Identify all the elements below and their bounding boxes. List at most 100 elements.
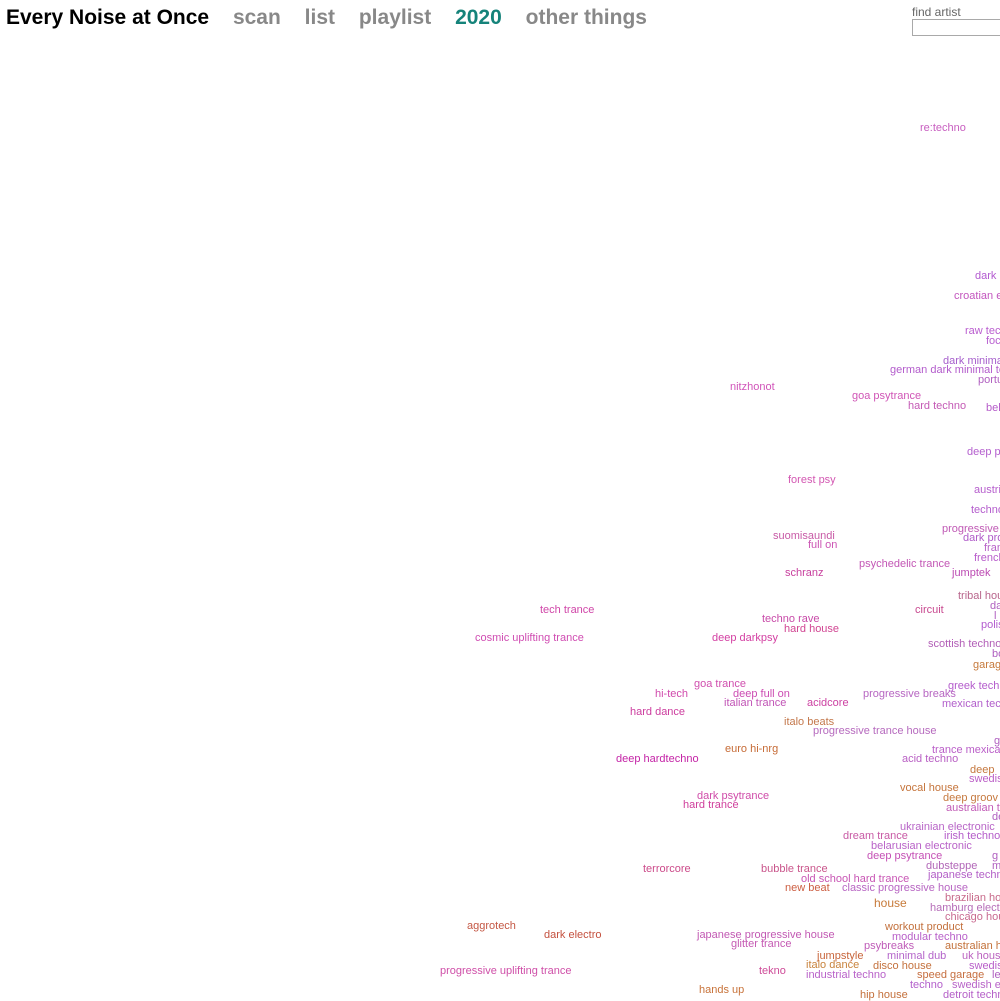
- genre-label[interactable]: bel: [986, 402, 1000, 414]
- genre-label[interactable]: belarusian electronic: [871, 840, 972, 852]
- genre-label[interactable]: m: [992, 860, 1000, 872]
- genre-label[interactable]: terrorcore: [643, 863, 691, 875]
- nav-link-2020[interactable]: 2020: [455, 6, 502, 29]
- genre-label[interactable]: japanese techn: [928, 869, 1000, 881]
- genre-label[interactable]: suomisaundi: [773, 530, 835, 542]
- genre-label[interactable]: deep full on: [733, 688, 790, 700]
- nav-link-scan[interactable]: scan: [232, 6, 281, 29]
- genre-label[interactable]: swedis: [969, 773, 1000, 785]
- genre-label[interactable]: hamburg elect: [930, 902, 1000, 914]
- genre-label[interactable]: trance mexica: [932, 744, 1000, 756]
- genre-label[interactable]: techno rave: [762, 613, 820, 625]
- genre-label[interactable]: new beat: [785, 882, 830, 894]
- nav-link-other-things[interactable]: other things: [525, 6, 647, 29]
- genre-label[interactable]: cosmic uplifting trance: [475, 632, 584, 644]
- site-title[interactable]: Every Noise at Once: [6, 6, 210, 29]
- nav-link-list[interactable]: list: [304, 6, 336, 29]
- genre-label[interactable]: irish techno: [944, 830, 1000, 842]
- genre-label[interactable]: dark: [975, 270, 997, 282]
- genre-label[interactable]: full on: [808, 539, 838, 551]
- genre-label[interactable]: raw tec: [965, 325, 1000, 337]
- genre-label[interactable]: g: [992, 850, 999, 862]
- genre-label[interactable]: dubsteppe: [926, 860, 978, 872]
- genre-label[interactable]: house: [874, 896, 907, 910]
- genre-label[interactable]: progressive trance house: [813, 725, 937, 737]
- genre-label[interactable]: mexican tec: [942, 698, 1000, 710]
- genre-label[interactable]: nitzhonot: [730, 381, 775, 393]
- genre-label[interactable]: l: [994, 610, 997, 622]
- genre-label[interactable]: german dark minimal te: [890, 364, 1000, 376]
- genre-label[interactable]: italo beats: [784, 716, 835, 728]
- genre-label[interactable]: vocal house: [900, 782, 959, 794]
- genre-label[interactable]: uk hous: [962, 950, 1000, 962]
- genre-label[interactable]: swedish e: [952, 979, 1000, 991]
- genre-label[interactable]: hard house: [784, 623, 840, 635]
- genre-label[interactable]: workout product: [885, 921, 964, 933]
- genre-label[interactable]: goa psytrance: [852, 390, 922, 402]
- genre-label[interactable]: australian t: [946, 802, 1000, 814]
- genre-label[interactable]: minimal dub: [887, 950, 947, 962]
- genre-label[interactable]: deep: [970, 764, 995, 776]
- genre-label[interactable]: japanese progressive house: [697, 929, 835, 941]
- genre-label[interactable]: austri: [974, 484, 1000, 496]
- genre-label[interactable]: classic progressive house: [842, 882, 968, 894]
- genre-label[interactable]: bubble trance: [761, 863, 828, 875]
- genre-label[interactable]: progressive: [942, 523, 999, 535]
- genre-label[interactable]: techno: [910, 979, 944, 991]
- genre-label[interactable]: modular techno: [892, 931, 968, 943]
- genre-label[interactable]: de: [992, 811, 1000, 823]
- genre-label[interactable]: deep darkpsy: [712, 632, 779, 644]
- genre-label[interactable]: jumpstyle: [817, 950, 864, 962]
- genre-label[interactable]: circuit: [915, 604, 944, 616]
- genre-label[interactable]: progressive breaks: [863, 688, 956, 700]
- genre-label[interactable]: croatian e: [954, 290, 1000, 302]
- genre-label[interactable]: acid techno: [902, 753, 959, 765]
- genre-label[interactable]: ukrainian electronic: [900, 821, 995, 833]
- genre-label[interactable]: australian h: [945, 940, 1000, 952]
- genre-label[interactable]: euro hi-nrg: [725, 743, 779, 755]
- genre-label[interactable]: tech trance: [540, 604, 595, 616]
- nav-link-playlist[interactable]: playlist: [358, 6, 432, 29]
- genre-label[interactable]: portu: [978, 374, 1000, 386]
- genre-label[interactable]: greek tech: [948, 680, 1000, 692]
- genre-label[interactable]: speed garage: [917, 969, 985, 981]
- genre-label[interactable]: italian trance: [724, 697, 787, 709]
- genre-label[interactable]: polis: [981, 619, 1000, 631]
- genre-label[interactable]: garag: [973, 659, 1000, 671]
- genre-label[interactable]: dark pro: [963, 532, 1000, 544]
- genre-label[interactable]: bo: [992, 648, 1000, 660]
- genre-label[interactable]: hi-tech: [655, 688, 689, 700]
- genre-label[interactable]: hip house: [860, 989, 908, 1001]
- genre-label[interactable]: hands up: [699, 984, 745, 996]
- genre-label[interactable]: dark psytrance: [697, 790, 770, 802]
- genre-label[interactable]: goa trance: [694, 678, 746, 690]
- genre-label[interactable]: brazilian ho: [945, 892, 1000, 904]
- genre-label[interactable]: progressive uplifting trance: [440, 965, 572, 977]
- genre-label[interactable]: hard techno: [908, 400, 967, 412]
- genre-label[interactable]: re:techno: [920, 122, 966, 134]
- genre-label[interactable]: forest psy: [788, 474, 836, 486]
- genre-label[interactable]: swedis: [969, 960, 1000, 972]
- genre-label[interactable]: italo dance: [806, 959, 860, 971]
- genre-label[interactable]: deep p: [967, 446, 1000, 458]
- genre-label[interactable]: disco house: [873, 960, 932, 972]
- genre-label[interactable]: detroit techn: [943, 989, 1000, 1001]
- genre-label[interactable]: industrial techno: [806, 969, 887, 981]
- genre-label[interactable]: dark minima: [943, 355, 1000, 367]
- genre-label[interactable]: hard dance: [630, 706, 686, 718]
- genre-label[interactable]: acidcore: [807, 697, 849, 709]
- genre-label[interactable]: g: [994, 735, 1000, 747]
- genre-label[interactable]: french: [974, 552, 1000, 564]
- find-artist-input[interactable]: [912, 19, 1000, 36]
- genre-label[interactable]: psychedelic trance: [859, 558, 951, 570]
- genre-label[interactable]: glitter trance: [731, 938, 792, 950]
- genre-label[interactable]: fran: [984, 542, 1000, 554]
- genre-label[interactable]: dark electro: [544, 929, 602, 941]
- genre-label[interactable]: aggrotech: [467, 920, 516, 932]
- genre-label[interactable]: da: [990, 600, 1000, 612]
- genre-label[interactable]: foc: [986, 335, 1000, 347]
- genre-label[interactable]: psybreaks: [864, 940, 915, 952]
- genre-label[interactable]: hard trance: [683, 799, 739, 811]
- genre-label[interactable]: jumptek: [952, 567, 991, 579]
- genre-label[interactable]: dream trance: [843, 830, 908, 842]
